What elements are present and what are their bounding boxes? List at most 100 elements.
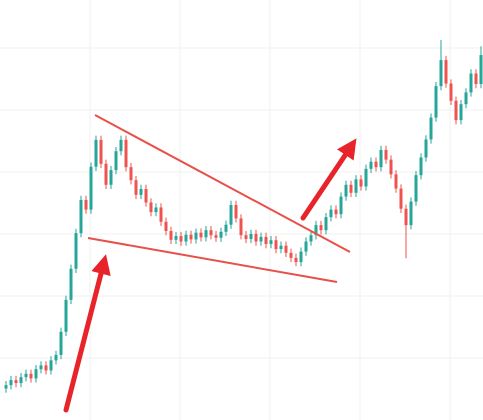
candle-body [459, 104, 463, 121]
candle-body [104, 163, 108, 185]
candle-body [444, 60, 448, 84]
candle-body [89, 166, 93, 210]
candle-body [279, 245, 283, 250]
candle-body [164, 221, 168, 231]
candle-body [419, 157, 423, 176]
candles [4, 39, 483, 393]
candle-body [364, 168, 368, 187]
candle-body [219, 231, 223, 238]
candle-body [324, 217, 328, 231]
candle-body [69, 268, 73, 300]
candle-body [129, 167, 133, 181]
candle-body [64, 299, 68, 332]
candle-body [429, 117, 433, 140]
wedge-upper-line [94, 114, 351, 253]
candle-body [109, 170, 113, 185]
candle-body [309, 235, 313, 242]
candle-body [259, 236, 263, 242]
candle-body [384, 149, 388, 160]
candle-body [169, 231, 173, 240]
candle-body [374, 161, 378, 168]
candle-body [434, 86, 438, 118]
candle-body [249, 233, 253, 239]
candle-body [234, 204, 238, 219]
candle-body [414, 175, 418, 202]
candle-body [204, 230, 208, 238]
candle-body [149, 202, 153, 213]
candle-body [269, 240, 273, 245]
candle-body [159, 207, 163, 222]
candle-body [254, 233, 258, 242]
candle-body [39, 365, 43, 370]
candle-body [4, 385, 8, 389]
candle-body [94, 139, 98, 167]
candle-body [29, 373, 33, 379]
candle-body [179, 236, 183, 242]
candle-body [99, 139, 103, 164]
wedge-lower-line [87, 237, 338, 283]
candle-body [214, 235, 218, 238]
candle-body [174, 236, 178, 240]
candle-body [44, 365, 48, 371]
candle-body [369, 161, 373, 169]
candle-body [379, 149, 383, 168]
candle-body [134, 180, 138, 195]
candle-body [184, 234, 188, 242]
candle-body [454, 100, 458, 121]
candle-body [199, 232, 203, 238]
candle-body [294, 257, 298, 263]
candle-body [389, 159, 393, 175]
candle-body [409, 201, 413, 226]
candle-body [209, 230, 213, 236]
candle-body [264, 236, 268, 245]
candle-body [399, 188, 403, 209]
candle-body [14, 380, 18, 384]
candle-body [464, 92, 468, 105]
candle-body [479, 55, 483, 84]
candle-body [404, 208, 408, 226]
candle-body [344, 184, 348, 197]
candle-body [124, 139, 128, 168]
candle-body [34, 369, 38, 379]
candle-body [244, 235, 248, 239]
candle-body [224, 224, 228, 232]
candle-body [84, 199, 88, 210]
candle-body [24, 373, 28, 378]
candle-body [239, 218, 243, 236]
candle-body [449, 83, 453, 101]
candle-body [54, 354, 58, 361]
candle-body [274, 240, 278, 250]
candle-body [359, 179, 363, 187]
candle-body [304, 241, 308, 252]
candle-body [229, 204, 233, 225]
candle-body [19, 377, 23, 384]
candle-body [319, 225, 323, 231]
candle-body [299, 251, 303, 263]
candle-body [289, 252, 293, 258]
candle-body [9, 380, 13, 386]
candle-body [114, 151, 118, 171]
candle-body [59, 331, 63, 355]
candle-body [154, 207, 158, 213]
candle-body [439, 60, 443, 87]
candle-body [284, 245, 288, 253]
candle-body [79, 199, 83, 234]
candle-body [349, 184, 353, 193]
candle-body [119, 139, 123, 152]
arrow-breakout [300, 138, 357, 221]
candle-body [334, 209, 338, 215]
candle-body [314, 225, 318, 236]
candle-body [144, 189, 148, 203]
candle-body [189, 234, 193, 240]
candle-body [74, 233, 78, 269]
candle-body [469, 73, 473, 93]
candle-body [354, 179, 358, 193]
candle-body [394, 174, 398, 189]
candle-body [474, 73, 478, 84]
candle-body [339, 196, 343, 215]
candle-body [329, 209, 333, 218]
candle-body [139, 189, 143, 195]
candle-body [194, 232, 198, 240]
